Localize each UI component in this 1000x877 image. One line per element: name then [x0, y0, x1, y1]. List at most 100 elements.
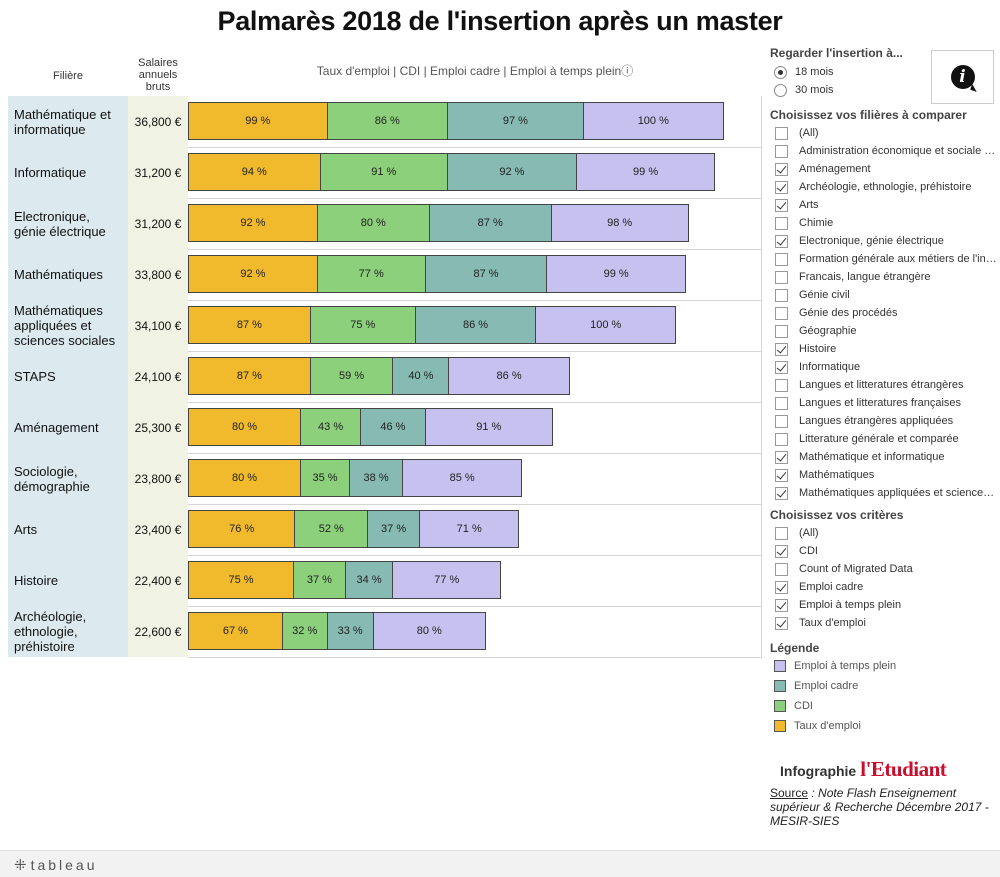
bar-segment-temps-plein[interactable]: 99 % — [546, 255, 686, 293]
filiere-option[interactable]: Langues étrangères appliquées — [770, 412, 998, 430]
checkbox[interactable] — [775, 544, 788, 558]
critere-option[interactable]: CDI — [770, 542, 998, 560]
bar-segment-emploi-cadre[interactable]: 34 % — [344, 561, 394, 599]
legend-item[interactable]: Emploi cadre — [770, 676, 998, 696]
bar-segment-taux-emploi[interactable]: 80 % — [188, 408, 301, 446]
filiere-option[interactable]: Mathématiques appliquées et sciences soc… — [770, 484, 998, 502]
filiere-option[interactable]: Formation générale aux métiers de l'ingé… — [770, 250, 998, 268]
info-button[interactable]: i — [931, 50, 994, 104]
bar-segment-cdi[interactable]: 77 % — [316, 255, 426, 293]
checkbox[interactable] — [775, 414, 788, 428]
bar-segment-cdi[interactable]: 91 % — [319, 153, 448, 191]
checkbox[interactable] — [775, 126, 788, 140]
bar-segment-cdi[interactable]: 35 % — [300, 459, 350, 497]
bar-segment-cdi[interactable]: 43 % — [300, 408, 362, 446]
bar-segment-emploi-cadre[interactable]: 92 % — [447, 153, 577, 191]
bar-segment-cdi[interactable]: 52 % — [294, 510, 369, 548]
bar-segment-emploi-cadre[interactable]: 87 % — [424, 255, 548, 293]
filiere-option[interactable]: Informatique — [770, 358, 998, 376]
radio-button[interactable] — [774, 65, 787, 79]
checkbox[interactable] — [775, 324, 788, 338]
bar-segment-taux-emploi[interactable]: 92 % — [188, 255, 318, 293]
checkbox[interactable] — [775, 616, 788, 630]
bar-segment-taux-emploi[interactable]: 75 % — [188, 561, 294, 599]
checkbox[interactable] — [775, 468, 788, 482]
checkbox[interactable] — [775, 432, 788, 446]
bar-segment-taux-emploi[interactable]: 76 % — [188, 510, 296, 548]
legend-item[interactable]: Emploi à temps plein — [770, 656, 998, 676]
bar-segment-emploi-cadre[interactable]: 38 % — [349, 459, 404, 497]
legend-item[interactable]: CDI — [770, 696, 998, 716]
checkbox[interactable] — [775, 562, 788, 576]
checkbox[interactable] — [775, 360, 788, 374]
critere-option[interactable]: (All) — [770, 524, 998, 542]
checkbox[interactable] — [775, 486, 788, 500]
checkbox[interactable] — [775, 306, 788, 320]
period-option[interactable]: 18 mois — [770, 63, 998, 81]
filiere-option[interactable]: Mathématique et informatique — [770, 448, 998, 466]
checkbox[interactable] — [775, 450, 788, 464]
bar-segment-taux-emploi[interactable]: 67 % — [188, 612, 283, 650]
bar-segment-temps-plein[interactable]: 80 % — [372, 612, 486, 650]
filiere-option[interactable]: Archéologie, ethnologie, préhistoire — [770, 178, 998, 196]
legend-item[interactable]: Taux d'emploi — [770, 716, 998, 736]
bar-segment-cdi[interactable]: 37 % — [293, 561, 346, 599]
filiere-option[interactable]: Langues et litteratures étrangères — [770, 376, 998, 394]
bar-segment-taux-emploi[interactable]: 94 % — [188, 153, 321, 191]
radio-button[interactable] — [774, 83, 787, 97]
bar-segment-temps-plein[interactable]: 86 % — [448, 357, 570, 395]
checkbox[interactable] — [775, 396, 788, 410]
filiere-option[interactable]: Aménagement — [770, 160, 998, 178]
critere-option[interactable]: Emploi cadre — [770, 578, 998, 596]
tableau-link[interactable]: ⁜ tableau — [14, 856, 98, 874]
period-option[interactable]: 30 mois — [770, 81, 998, 99]
filiere-option[interactable]: Langues et litteratures françaises — [770, 394, 998, 412]
bar-segment-cdi[interactable]: 86 % — [326, 102, 448, 140]
filiere-option[interactable]: Génie des procédés — [770, 304, 998, 322]
bar-segment-cdi[interactable]: 75 % — [309, 306, 416, 344]
filiere-option[interactable]: Mathématiques — [770, 466, 998, 484]
checkbox[interactable] — [775, 180, 788, 194]
filiere-option[interactable]: Géographie — [770, 322, 998, 340]
critere-option[interactable]: Count of Migrated Data — [770, 560, 998, 578]
critere-option[interactable]: Taux d'emploi — [770, 614, 998, 632]
bar-segment-emploi-cadre[interactable]: 97 % — [447, 102, 584, 140]
bar-segment-temps-plein[interactable]: 100 % — [535, 306, 677, 344]
bar-segment-emploi-cadre[interactable]: 33 % — [326, 612, 374, 650]
checkbox[interactable] — [775, 162, 788, 176]
bar-segment-cdi[interactable]: 80 % — [316, 204, 430, 242]
bar-segment-emploi-cadre[interactable]: 37 % — [367, 510, 420, 548]
bar-segment-emploi-cadre[interactable]: 87 % — [428, 204, 552, 242]
checkbox[interactable] — [775, 378, 788, 392]
bar-segment-taux-emploi[interactable]: 87 % — [188, 357, 311, 395]
filiere-option[interactable]: Arts — [770, 196, 998, 214]
filiere-option[interactable]: (All) — [770, 124, 998, 142]
bar-segment-taux-emploi[interactable]: 92 % — [188, 204, 318, 242]
bar-segment-temps-plein[interactable]: 77 % — [392, 561, 502, 599]
filiere-option[interactable]: Electronique, génie électrique — [770, 232, 998, 250]
checkbox[interactable] — [775, 234, 788, 248]
critere-option[interactable]: Emploi à temps plein — [770, 596, 998, 614]
filiere-option[interactable]: Chimie — [770, 214, 998, 232]
checkbox[interactable] — [775, 526, 788, 540]
filiere-option[interactable]: Génie civil — [770, 286, 998, 304]
filiere-option[interactable]: Histoire — [770, 340, 998, 358]
bar-segment-temps-plein[interactable]: 91 % — [424, 408, 553, 446]
bar-segment-taux-emploi[interactable]: 80 % — [188, 459, 301, 497]
checkbox[interactable] — [775, 144, 788, 158]
bar-segment-temps-plein[interactable]: 99 % — [575, 153, 716, 191]
bar-segment-cdi[interactable]: 32 % — [281, 612, 328, 650]
filiere-option[interactable]: Litterature générale et comparée — [770, 430, 998, 448]
bar-segment-emploi-cadre[interactable]: 86 % — [414, 306, 537, 344]
checkbox[interactable] — [775, 216, 788, 230]
filiere-option[interactable]: Francais, langue étrangère — [770, 268, 998, 286]
checkbox[interactable] — [775, 580, 788, 594]
checkbox[interactable] — [775, 598, 788, 612]
checkbox[interactable] — [775, 198, 788, 212]
bar-segment-emploi-cadre[interactable]: 46 % — [360, 408, 426, 446]
checkbox[interactable] — [775, 270, 788, 284]
bar-segment-cdi[interactable]: 59 % — [309, 357, 394, 395]
bar-segment-temps-plein[interactable]: 100 % — [582, 102, 724, 140]
checkbox[interactable] — [775, 252, 788, 266]
bar-segment-emploi-cadre[interactable]: 40 % — [392, 357, 450, 395]
